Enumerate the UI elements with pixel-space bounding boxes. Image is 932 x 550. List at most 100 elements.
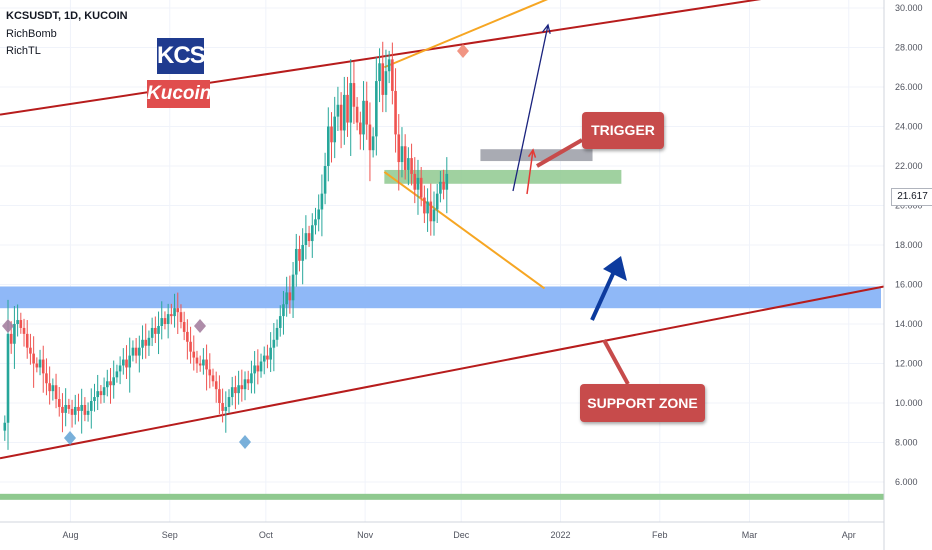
candle-body (378, 63, 381, 82)
candle-body (189, 341, 192, 352)
candle-body (426, 201, 429, 214)
candle-body (141, 339, 144, 348)
candle-body (400, 146, 404, 163)
candle-body (304, 233, 308, 245)
candle-body (224, 406, 228, 411)
candle-body (160, 318, 164, 326)
diamond-marker (64, 431, 76, 445)
candle-body (266, 355, 269, 360)
candle-body (365, 100, 369, 125)
candle-body (445, 173, 449, 190)
candle-body (307, 233, 311, 242)
candle-body (125, 359, 128, 368)
candle-body (253, 365, 256, 374)
candle-body (272, 339, 276, 348)
bottom-green-band (0, 493, 884, 500)
candle-body (359, 122, 362, 135)
channel-upper-line (0, 0, 762, 116)
candle-body (205, 359, 208, 370)
candle-body (131, 347, 135, 356)
candle-body (368, 124, 372, 151)
candle-body (320, 193, 324, 210)
candle-body (134, 347, 138, 356)
candle-body (83, 404, 87, 415)
candle-body (323, 166, 327, 194)
candle-body (330, 126, 333, 143)
candle-body (176, 308, 180, 313)
x-tick-label: Oct (259, 530, 274, 540)
candle-body (186, 331, 189, 342)
wedge-lower-line (383, 171, 546, 290)
candle-body (403, 146, 407, 170)
x-tick-label: Dec (453, 530, 470, 540)
y-tick-label: 26.000 (895, 82, 923, 92)
candle-body (397, 134, 401, 163)
candle-body (375, 81, 378, 137)
candle-body (439, 181, 442, 194)
x-tick-label: Aug (62, 530, 78, 540)
candle-body (413, 173, 417, 190)
diamond-marker (194, 319, 206, 333)
candle-body (96, 391, 99, 398)
candle-body (442, 181, 445, 190)
indicator-richtl[interactable]: RichTL (6, 45, 41, 57)
y-tick-label: 24.000 (895, 122, 923, 132)
x-tick-label: Nov (357, 530, 374, 540)
y-tick-label: 22.000 (895, 161, 923, 171)
candle-body (275, 327, 279, 340)
target-arrow-head (541, 23, 551, 34)
support-callout-pointer (602, 339, 630, 385)
y-tick-label: 14.000 (895, 319, 923, 329)
candle-body (230, 387, 234, 398)
candle-body (435, 193, 439, 210)
candle-body (343, 94, 346, 131)
candle-body (54, 385, 58, 400)
y-tick-label: 8.000 (895, 438, 918, 448)
kcs-logo: KCS (157, 38, 206, 74)
x-tick-label: Sep (162, 530, 178, 540)
candle-body (243, 379, 247, 390)
candle-body (314, 219, 317, 226)
wedge-upper-line (383, 0, 549, 69)
candle-body (25, 333, 29, 348)
candle-body (410, 158, 413, 174)
candle-body (256, 365, 260, 372)
candle-body (195, 357, 199, 364)
candle-body (86, 410, 90, 415)
current-price-tag: 21.617 (891, 188, 932, 206)
candle-body (429, 201, 433, 222)
candle-body (423, 197, 426, 214)
candle-body (198, 363, 202, 366)
candle-body (45, 373, 48, 384)
candle-body (48, 383, 51, 392)
candle-body (51, 385, 55, 392)
candle-body (221, 403, 224, 411)
candle-body (109, 381, 112, 386)
candle-body (294, 248, 298, 275)
y-tick-label: 6.000 (895, 477, 918, 487)
candle-body (115, 371, 119, 378)
candle-body (285, 292, 288, 305)
bounce-arrow-head (603, 256, 627, 281)
kucoin-logo: Kucoin (147, 80, 211, 108)
candle-body (99, 391, 103, 396)
candle-body (93, 397, 96, 402)
candle-body (73, 406, 77, 415)
candle-body (150, 327, 154, 338)
y-tick-label: 16.000 (895, 280, 923, 290)
candle-body (147, 337, 151, 346)
candle-body (218, 389, 221, 403)
support-zone-label: SUPPORT ZONE (580, 384, 705, 422)
candle-body (3, 422, 7, 431)
candle-body (13, 324, 16, 344)
candle-body (19, 320, 23, 328)
candle-body (9, 333, 13, 344)
indicator-richbomb[interactable]: RichBomb (6, 28, 57, 40)
candle-body (29, 347, 32, 354)
candle-body (234, 387, 237, 394)
candle-body (432, 209, 436, 222)
candle-body (291, 274, 295, 301)
y-tick-label: 28.000 (895, 43, 923, 53)
